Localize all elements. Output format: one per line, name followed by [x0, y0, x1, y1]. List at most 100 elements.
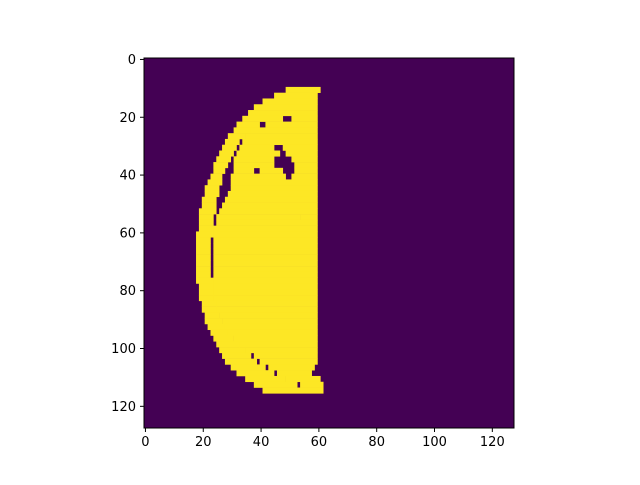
heatmap-cell-run: [224, 138, 240, 146]
heatmap-cell-run: [201, 196, 217, 203]
heatmap-cell-run: [233, 127, 252, 134]
heatmap-cell-run: [213, 248, 318, 255]
heatmap-cell-run: [233, 167, 255, 174]
heatmap-cell-run: [294, 162, 318, 169]
heatmap-cell-run: [227, 133, 246, 140]
heatmap-cell-run: [291, 115, 318, 122]
heatmap-cell-run: [224, 358, 258, 365]
heatmap-cell-run: [196, 271, 211, 278]
heatmap-cell-run: [262, 387, 324, 394]
heatmap-cell-run: [213, 335, 234, 342]
heatmap-cell-run: [222, 202, 318, 209]
heatmap-cell-run: [213, 277, 318, 284]
heatmap-cell-run: [219, 347, 246, 354]
heatmap-cell-run: [196, 248, 211, 255]
heatmap-cell-run: [236, 121, 260, 128]
heatmap-cell-run: [230, 364, 266, 371]
heatmap-cell-run: [259, 358, 318, 365]
heatmap-cell-run: [253, 104, 318, 111]
heatmap-cell-run: [227, 329, 318, 336]
heatmap-cell-run: [239, 341, 318, 348]
heatmap-cell-run: [224, 323, 318, 331]
image-layer: [144, 58, 514, 428]
y-tick-label: 20: [119, 111, 136, 126]
heatmap-cell-run: [222, 144, 237, 151]
heatmap-cell-run: [245, 375, 286, 383]
heatmap-cell-run: [282, 144, 318, 151]
heatmap-cell-run: [285, 86, 321, 93]
heatmap-cell-run: [276, 370, 312, 377]
heatmap-cell-run: [291, 173, 318, 180]
heatmap-cell-run: [196, 277, 214, 284]
heatmap-cell-run: [213, 237, 318, 244]
x-tick-label: 40: [253, 435, 270, 450]
heatmap-cell-run: [233, 162, 275, 169]
heatmap-cell-run: [230, 173, 286, 180]
heatmap-cell-run: [216, 214, 301, 221]
heatmap-cell-run: [248, 110, 318, 117]
heatmap-cell-run: [201, 306, 217, 313]
heatmap-cell-run: [204, 190, 220, 198]
heatmap-cell-run: [213, 295, 318, 302]
heatmap-cell-run: [213, 271, 318, 278]
axes-frame: [143, 57, 515, 429]
heatmap-cell-run: [242, 115, 284, 122]
heatmap-cell-run: [198, 289, 214, 296]
y-tick-label: 60: [119, 226, 136, 241]
x-axis: 0 20 40 60 80 100 120: [141, 428, 505, 450]
y-tick-label: 120: [111, 400, 136, 415]
heatmap-cell-run: [253, 352, 318, 359]
heatmap-cell-run: [285, 375, 321, 383]
heatmap-cell-run: [222, 352, 252, 359]
heatmap-cell-run: [196, 243, 211, 250]
heatmap-cell-run: [245, 347, 318, 354]
heatmap-cell-run: [265, 121, 318, 128]
heatmap-cell-run: [222, 318, 318, 325]
x-tick-label: 100: [422, 435, 447, 450]
heatmap-cell-run: [219, 312, 318, 319]
heatmap-cell-run: [233, 335, 318, 342]
y-axis: 0 20 40 60 80 100 120: [111, 53, 144, 415]
heatmap-cell-run: [198, 283, 214, 290]
heatmap-cell-run: [213, 231, 318, 238]
heatmap-cell-run: [213, 283, 318, 290]
heatmap-cell-run: [250, 127, 318, 134]
heatmap-cell-run: [291, 156, 318, 163]
heatmap-cell-run: [216, 219, 318, 226]
heatmap-cell-run: [242, 138, 318, 146]
heatmap-cell-run: [262, 98, 318, 105]
heatmap-cell-run: [294, 167, 318, 174]
heatmap-cell-run: [285, 150, 318, 157]
heatmap-cell-run: [204, 312, 220, 319]
heatmap-cell-run: [213, 254, 318, 261]
heatmap-cell-run: [204, 318, 223, 325]
heatmap-cell-run: [224, 196, 318, 203]
heatmap-cell-run: [198, 295, 214, 302]
heatmap-cell-run: [230, 179, 318, 186]
heatmap-cell-run: [213, 260, 318, 267]
heatmap-cell-run: [216, 341, 240, 348]
heatmap-cell-run: [245, 133, 318, 140]
y-tick-label: 40: [119, 169, 136, 184]
heatmap-cell-run: [196, 266, 211, 273]
x-tick-label: 80: [368, 435, 385, 450]
y-tick-label: 80: [119, 284, 136, 299]
x-tick-label: 0: [141, 435, 149, 450]
heatmap-cell-run: [216, 306, 318, 313]
heatmap-cell-run: [233, 156, 275, 163]
heatmap-cell-run: [253, 381, 298, 388]
heatmap-cell-run: [239, 144, 275, 151]
heatmap-cell-run: [196, 237, 211, 244]
heatmap-cell-run: [204, 185, 220, 192]
y-tick-label: 100: [111, 342, 136, 357]
heatmap-cell-run: [227, 190, 318, 198]
heatmap-cell-run: [213, 266, 318, 273]
heatmap-cell-run: [300, 381, 324, 388]
heatmap-cell-run: [274, 92, 318, 99]
heatmap-cell-run: [210, 173, 223, 180]
heatmap-cell-run: [196, 254, 211, 261]
y-tick-label: 0: [128, 53, 136, 68]
x-tick-label: 20: [195, 435, 212, 450]
